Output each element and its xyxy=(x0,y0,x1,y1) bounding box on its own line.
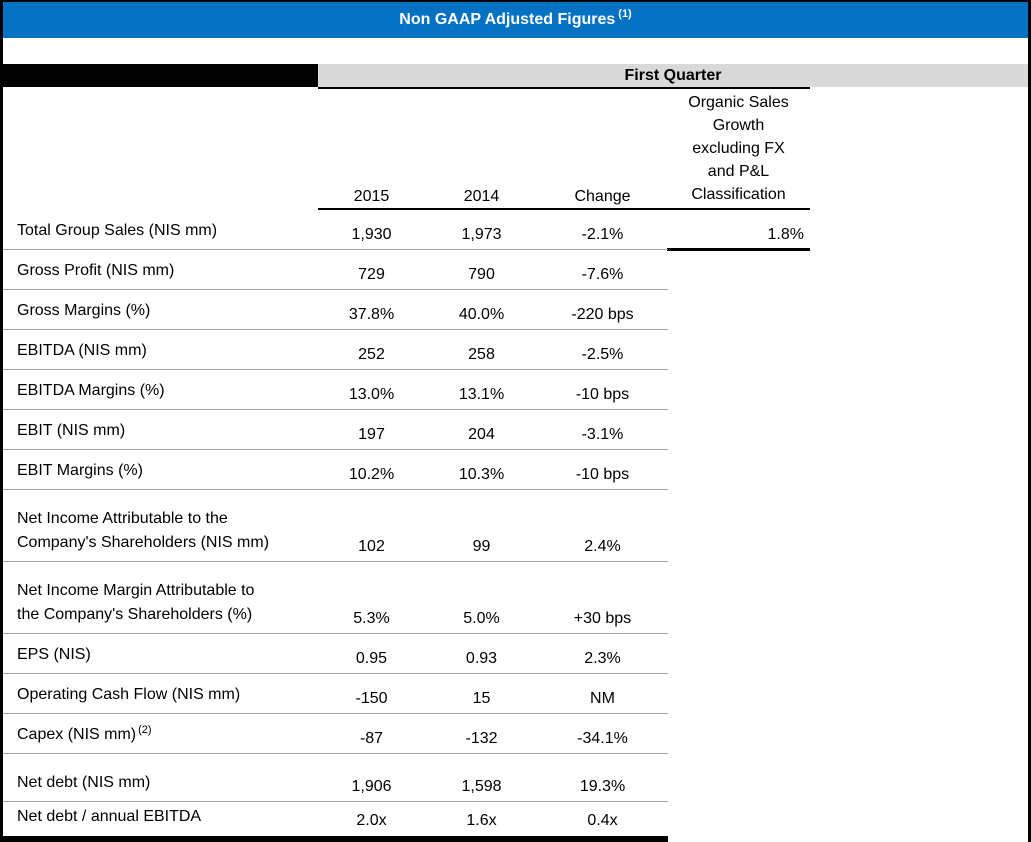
row-label: Net Income Margin Attributable to the Co… xyxy=(17,582,255,623)
value-organic-growth: 1.8% xyxy=(767,226,804,243)
column-headers-row: 2015 2014 Change Organic Sales Growth ex… xyxy=(3,89,1028,208)
value-2014: 1,598 xyxy=(461,778,502,795)
table-row: Gross Margins (%) 37.8% 40.0% -220 bps xyxy=(3,290,1028,330)
value-change: -220 bps xyxy=(571,306,634,323)
value-change: 19.3% xyxy=(579,778,626,795)
value-2015: 37.8% xyxy=(348,306,395,323)
value-2015: 252 xyxy=(358,346,385,363)
row-label: Total Group Sales (NIS mm) xyxy=(17,222,218,239)
table-row: Capex (NIS mm) (2) -87 -132 -34.1% xyxy=(3,714,1028,754)
value-2014: 40.0% xyxy=(458,306,505,323)
title-bar: Non GAAP Adjusted Figures (1) xyxy=(3,2,1028,38)
value-2014: 1,973 xyxy=(461,226,502,243)
value-2015: 10.2% xyxy=(348,466,395,483)
value-2014: -132 xyxy=(465,730,498,747)
spacer xyxy=(3,38,1028,64)
value-change: -10 bps xyxy=(575,386,630,403)
first-quarter-underline-divider xyxy=(318,87,810,89)
table-row: Net debt (NIS mm) 1,906 1,598 19.3% xyxy=(3,754,1028,802)
column-header-organic-sales-growth: Organic Sales Growth excluding FX and P&… xyxy=(688,94,789,203)
table-row: EBITDA Margins (%) 13.0% 13.1% -10 bps xyxy=(3,370,1028,410)
value-change: -2.1% xyxy=(581,226,624,243)
row-label: Net debt / annual EBITDA xyxy=(17,808,202,825)
value-change: -2.5% xyxy=(581,346,624,363)
table-body: Total Group Sales (NIS mm) 1,930 1,973 -… xyxy=(3,210,1028,836)
value-2015: 1,930 xyxy=(351,226,392,243)
table-row: EBITDA (NIS mm) 252 258 -2.5% xyxy=(3,330,1028,370)
value-2014: 99 xyxy=(472,538,491,555)
column-headers-underline-divider xyxy=(318,208,810,210)
first-quarter-label: First Quarter xyxy=(624,66,722,84)
value-2015: -87 xyxy=(359,730,384,747)
row-label: Gross Margins (%) xyxy=(17,302,151,319)
column-header-2014: 2014 xyxy=(463,188,500,205)
page-title: Non GAAP Adjusted Figures xyxy=(399,11,616,28)
value-change: 0.4x xyxy=(587,812,618,829)
row-label: Capex (NIS mm) (2) xyxy=(17,724,152,743)
value-2015: 102 xyxy=(358,538,385,555)
value-change: -7.6% xyxy=(581,266,624,283)
value-2015: 729 xyxy=(358,266,385,283)
row-label: EBIT Margins (%) xyxy=(17,462,143,479)
value-2015: 197 xyxy=(358,426,385,443)
value-2015: 5.3% xyxy=(353,610,390,627)
first-quarter-band: First Quarter xyxy=(318,64,1028,87)
value-2014: 1.6x xyxy=(466,812,497,829)
row-label: Operating Cash Flow (NIS mm) xyxy=(17,686,241,703)
row-label: EBITDA Margins (%) xyxy=(17,382,165,399)
table-row: EPS (NIS) 0.95 0.93 2.3% xyxy=(3,634,1028,674)
table-row: EBIT Margins (%) 10.2% 10.3% -10 bps xyxy=(3,450,1028,490)
column-header-change: Change xyxy=(574,188,631,205)
value-change: +30 bps xyxy=(573,610,632,627)
value-2014: 5.0% xyxy=(463,610,500,627)
value-2014: 15 xyxy=(472,690,491,707)
value-2014: 204 xyxy=(468,426,495,443)
value-2014: 790 xyxy=(468,266,495,283)
row-label: EPS (NIS) xyxy=(17,646,91,663)
value-change: NM xyxy=(590,690,615,707)
column-header-2015: 2015 xyxy=(353,188,390,205)
value-2015: 0.95 xyxy=(355,650,388,667)
table-row: Operating Cash Flow (NIS mm) -150 15 NM xyxy=(3,674,1028,714)
table-row: Gross Profit (NIS mm) 729 790 -7.6% xyxy=(3,250,1028,290)
row-label-footnote-ref: (2) xyxy=(138,724,152,736)
value-2015: -150 xyxy=(355,690,388,707)
row-label: Gross Profit (NIS mm) xyxy=(17,262,175,279)
value-2015: 1,906 xyxy=(351,778,392,795)
value-2014: 258 xyxy=(468,346,495,363)
value-change: -10 bps xyxy=(575,466,630,483)
value-change: -3.1% xyxy=(581,426,624,443)
table-row: Net debt / annual EBITDA 2.0x 1.6x 0.4x xyxy=(3,802,1028,836)
value-2014: 0.93 xyxy=(465,650,498,667)
table-row: EBIT (NIS mm) 197 204 -3.1% xyxy=(3,410,1028,450)
value-2014: 13.1% xyxy=(458,386,505,403)
value-2015: 13.0% xyxy=(348,386,395,403)
value-change: -34.1% xyxy=(577,730,628,747)
value-organic-growth xyxy=(667,830,810,836)
row-label: EBITDA (NIS mm) xyxy=(17,342,147,359)
table-row: Net Income Attributable to the Company's… xyxy=(3,490,1028,562)
value-2015: 2.0x xyxy=(356,812,387,829)
table-row: Net Income Margin Attributable to the Co… xyxy=(3,562,1028,634)
section-header-band: First Quarter xyxy=(3,64,1028,87)
label-column-black-bar xyxy=(3,64,318,87)
row-label: Net Income Attributable to the Company's… xyxy=(17,510,270,551)
value-change: 2.4% xyxy=(584,538,621,555)
row-label: Net debt (NIS mm) xyxy=(17,774,151,791)
title-footnote-ref: (1) xyxy=(618,8,632,20)
value-change: 2.3% xyxy=(584,650,621,667)
value-2014: 10.3% xyxy=(458,466,505,483)
table-bottom-bar xyxy=(3,836,668,842)
table-row: Total Group Sales (NIS mm) 1,930 1,973 -… xyxy=(3,210,1028,251)
row-label: EBIT (NIS mm) xyxy=(17,422,126,439)
